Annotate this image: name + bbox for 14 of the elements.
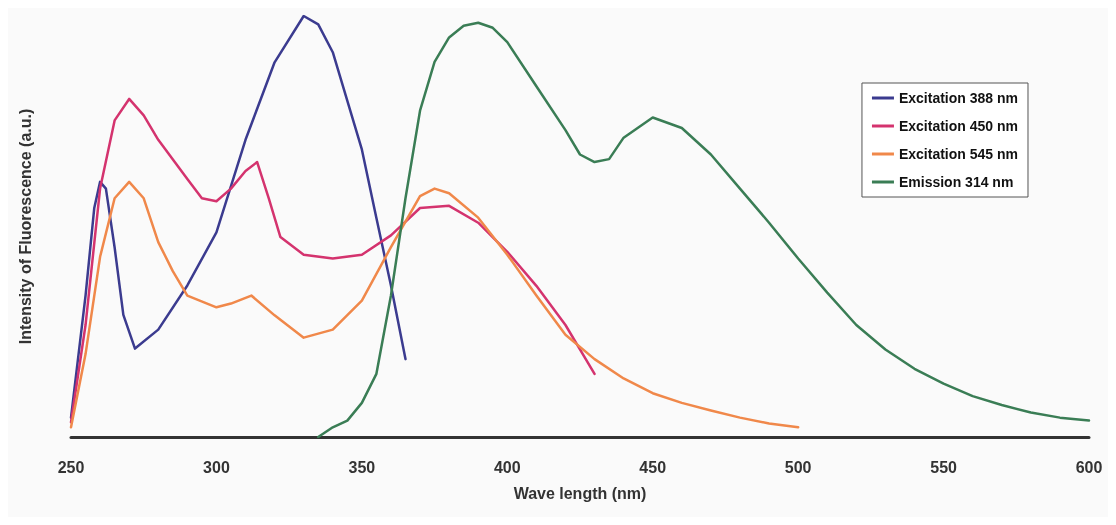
legend-label: Emission 314 nm [898,174,1014,190]
x-tick-label: 250 [57,458,85,476]
x-tick-label: 300 [203,458,230,476]
x-tick-label: 600 [1075,458,1103,476]
legend-label: Excitation 545 nm [898,146,1019,162]
x-tick-label: 350 [348,458,376,476]
x-tick-label: 500 [784,458,812,476]
y-axis-title: Intensity of Fluorescence (a.u.) [16,108,34,345]
x-axis-title: Wave length (nm) [513,484,647,502]
legend-label: Excitation 388 nm [898,90,1019,106]
x-tick-label: 450 [639,458,667,476]
x-tick-label: 550 [930,458,958,476]
legend-label: Excitation 450 nm [898,118,1019,134]
x-tick-label: 400 [493,458,521,476]
